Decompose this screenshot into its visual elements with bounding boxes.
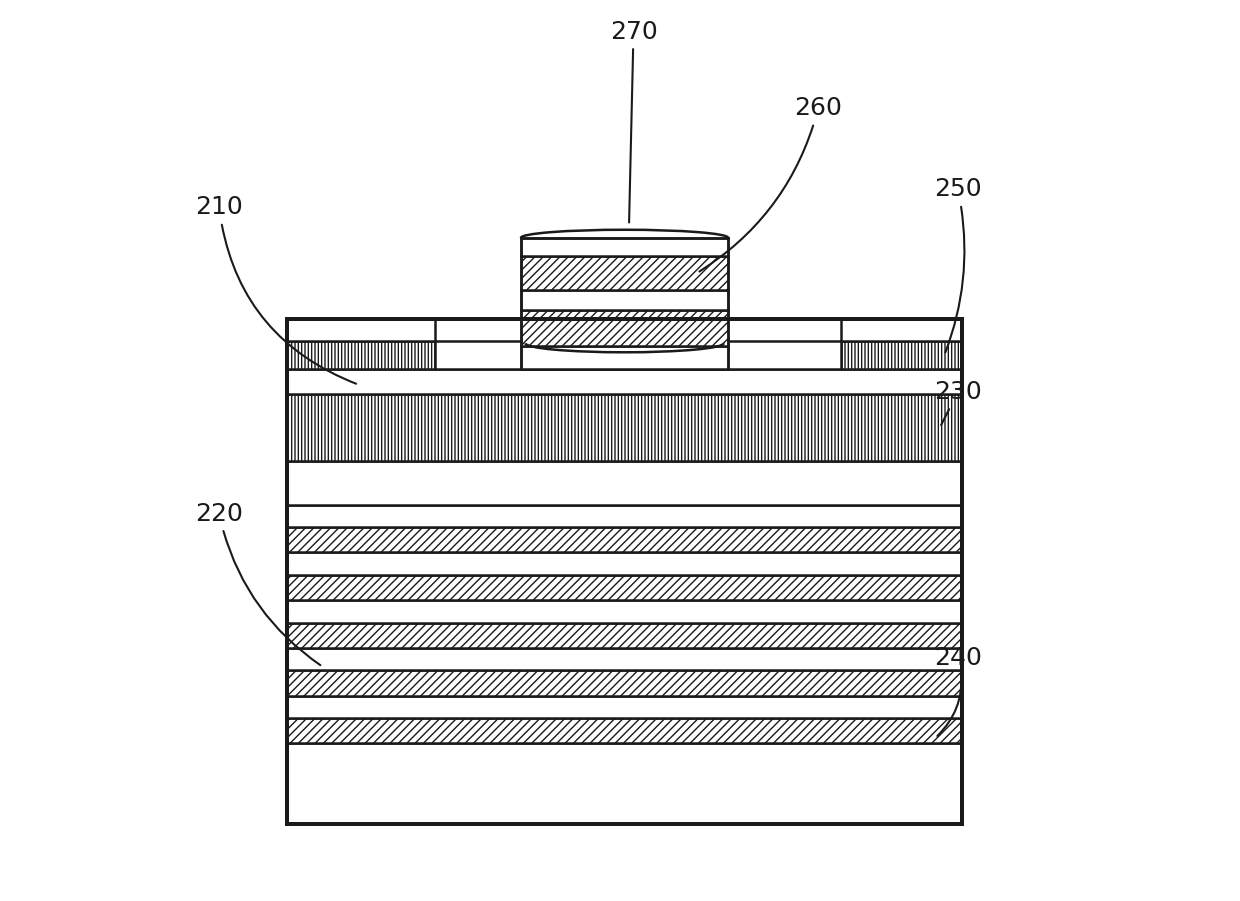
Bar <box>286 527 962 552</box>
Bar <box>286 648 962 670</box>
Bar <box>521 290 728 310</box>
Text: 240: 240 <box>934 646 982 736</box>
Bar <box>841 319 962 341</box>
Bar <box>286 696 962 718</box>
Bar <box>435 341 841 369</box>
Bar <box>521 238 728 256</box>
Bar <box>521 310 728 346</box>
Text: 210: 210 <box>195 196 356 384</box>
Bar <box>286 743 962 824</box>
Bar <box>286 319 435 341</box>
Bar <box>286 600 962 623</box>
Bar <box>521 256 728 290</box>
Text: 260: 260 <box>699 96 842 271</box>
Bar <box>286 575 962 600</box>
Text: 230: 230 <box>934 380 982 425</box>
Bar <box>286 461 962 505</box>
Bar <box>286 341 435 369</box>
Bar <box>286 505 962 527</box>
Bar <box>286 670 962 696</box>
Bar <box>286 394 962 461</box>
Text: 250: 250 <box>934 177 982 352</box>
Bar <box>286 369 962 394</box>
Bar <box>286 552 962 575</box>
Bar <box>286 718 962 743</box>
Bar <box>841 341 962 369</box>
Text: 220: 220 <box>195 502 320 665</box>
Text: 270: 270 <box>610 20 657 223</box>
Bar <box>521 346 728 369</box>
Bar <box>286 623 962 648</box>
Bar <box>286 319 962 824</box>
